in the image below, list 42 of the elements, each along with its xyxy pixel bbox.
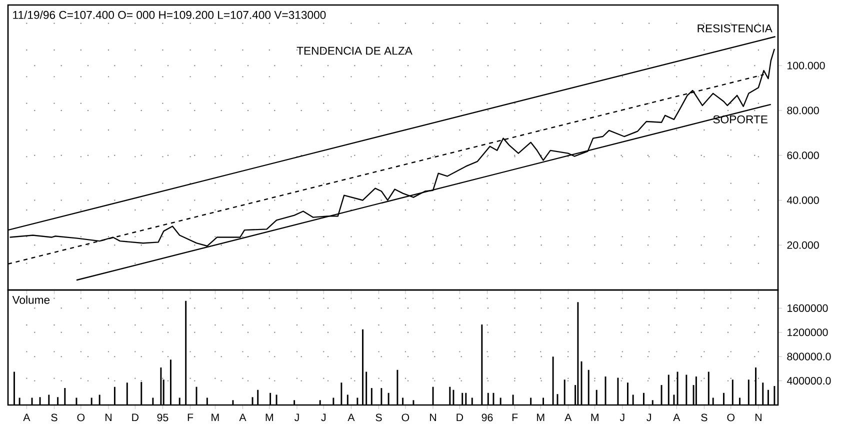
x-tick-label: D: [132, 414, 138, 422]
chart-title: 11/19/96 C=107.400 O= 000 H=109.200 L=107.400 V=313000: [13, 10, 326, 19]
x-tick-label: O: [402, 414, 410, 422]
x-tick-label: A: [673, 414, 680, 422]
x-tick-label: J: [294, 414, 299, 422]
x-tick-label: M: [537, 414, 544, 422]
y-tick-label: 1600000: [788, 304, 828, 312]
y-tick-label: 20.000: [787, 241, 819, 249]
chart-title: Volume: [12, 296, 50, 304]
y-tick-label: 800000.0: [787, 352, 831, 360]
x-tick-label: 95: [157, 414, 168, 422]
x-tick-label: A: [564, 414, 572, 422]
y-tick-label: 400000.0: [786, 377, 831, 385]
x-tick-label: O: [727, 414, 735, 422]
x-tick-label: O: [77, 414, 85, 422]
x-tick-label: J: [321, 414, 326, 422]
y-tick-label: 80.000: [787, 106, 819, 114]
x-tick-label: J: [646, 414, 651, 422]
annotation: SOPORTE: [713, 115, 768, 124]
x-tick-label: A: [239, 414, 246, 422]
x-tick-label: M: [266, 414, 273, 422]
y-tick-label: 1200000: [788, 328, 828, 336]
x-tick-label: S: [701, 414, 708, 422]
y-tick-label: 60.000: [787, 152, 819, 160]
x-tick-label: S: [51, 414, 58, 422]
y-tick-label: 40.000: [786, 196, 819, 204]
x-tick-label: D: [456, 414, 464, 422]
y-tick-label: 100.000: [788, 62, 825, 70]
x-tick-label: F: [512, 414, 518, 422]
x-tick-label: N: [755, 414, 762, 422]
x-tick-label: N: [430, 414, 436, 422]
x-tick-label: 96: [482, 414, 493, 422]
x-tick-label: S: [376, 414, 382, 422]
annotation: TENDENCIA DE ALZA: [296, 46, 412, 55]
x-tick-label: M: [591, 414, 598, 422]
x-tick-label: M: [212, 414, 219, 422]
x-tick-label: J: [620, 414, 624, 422]
x-tick-label: N: [106, 414, 112, 422]
x-tick-label: A: [23, 414, 30, 422]
x-tick-label: A: [348, 414, 355, 422]
annotation: RESISTENCIA: [698, 24, 772, 32]
x-tick-label: F: [188, 414, 194, 422]
